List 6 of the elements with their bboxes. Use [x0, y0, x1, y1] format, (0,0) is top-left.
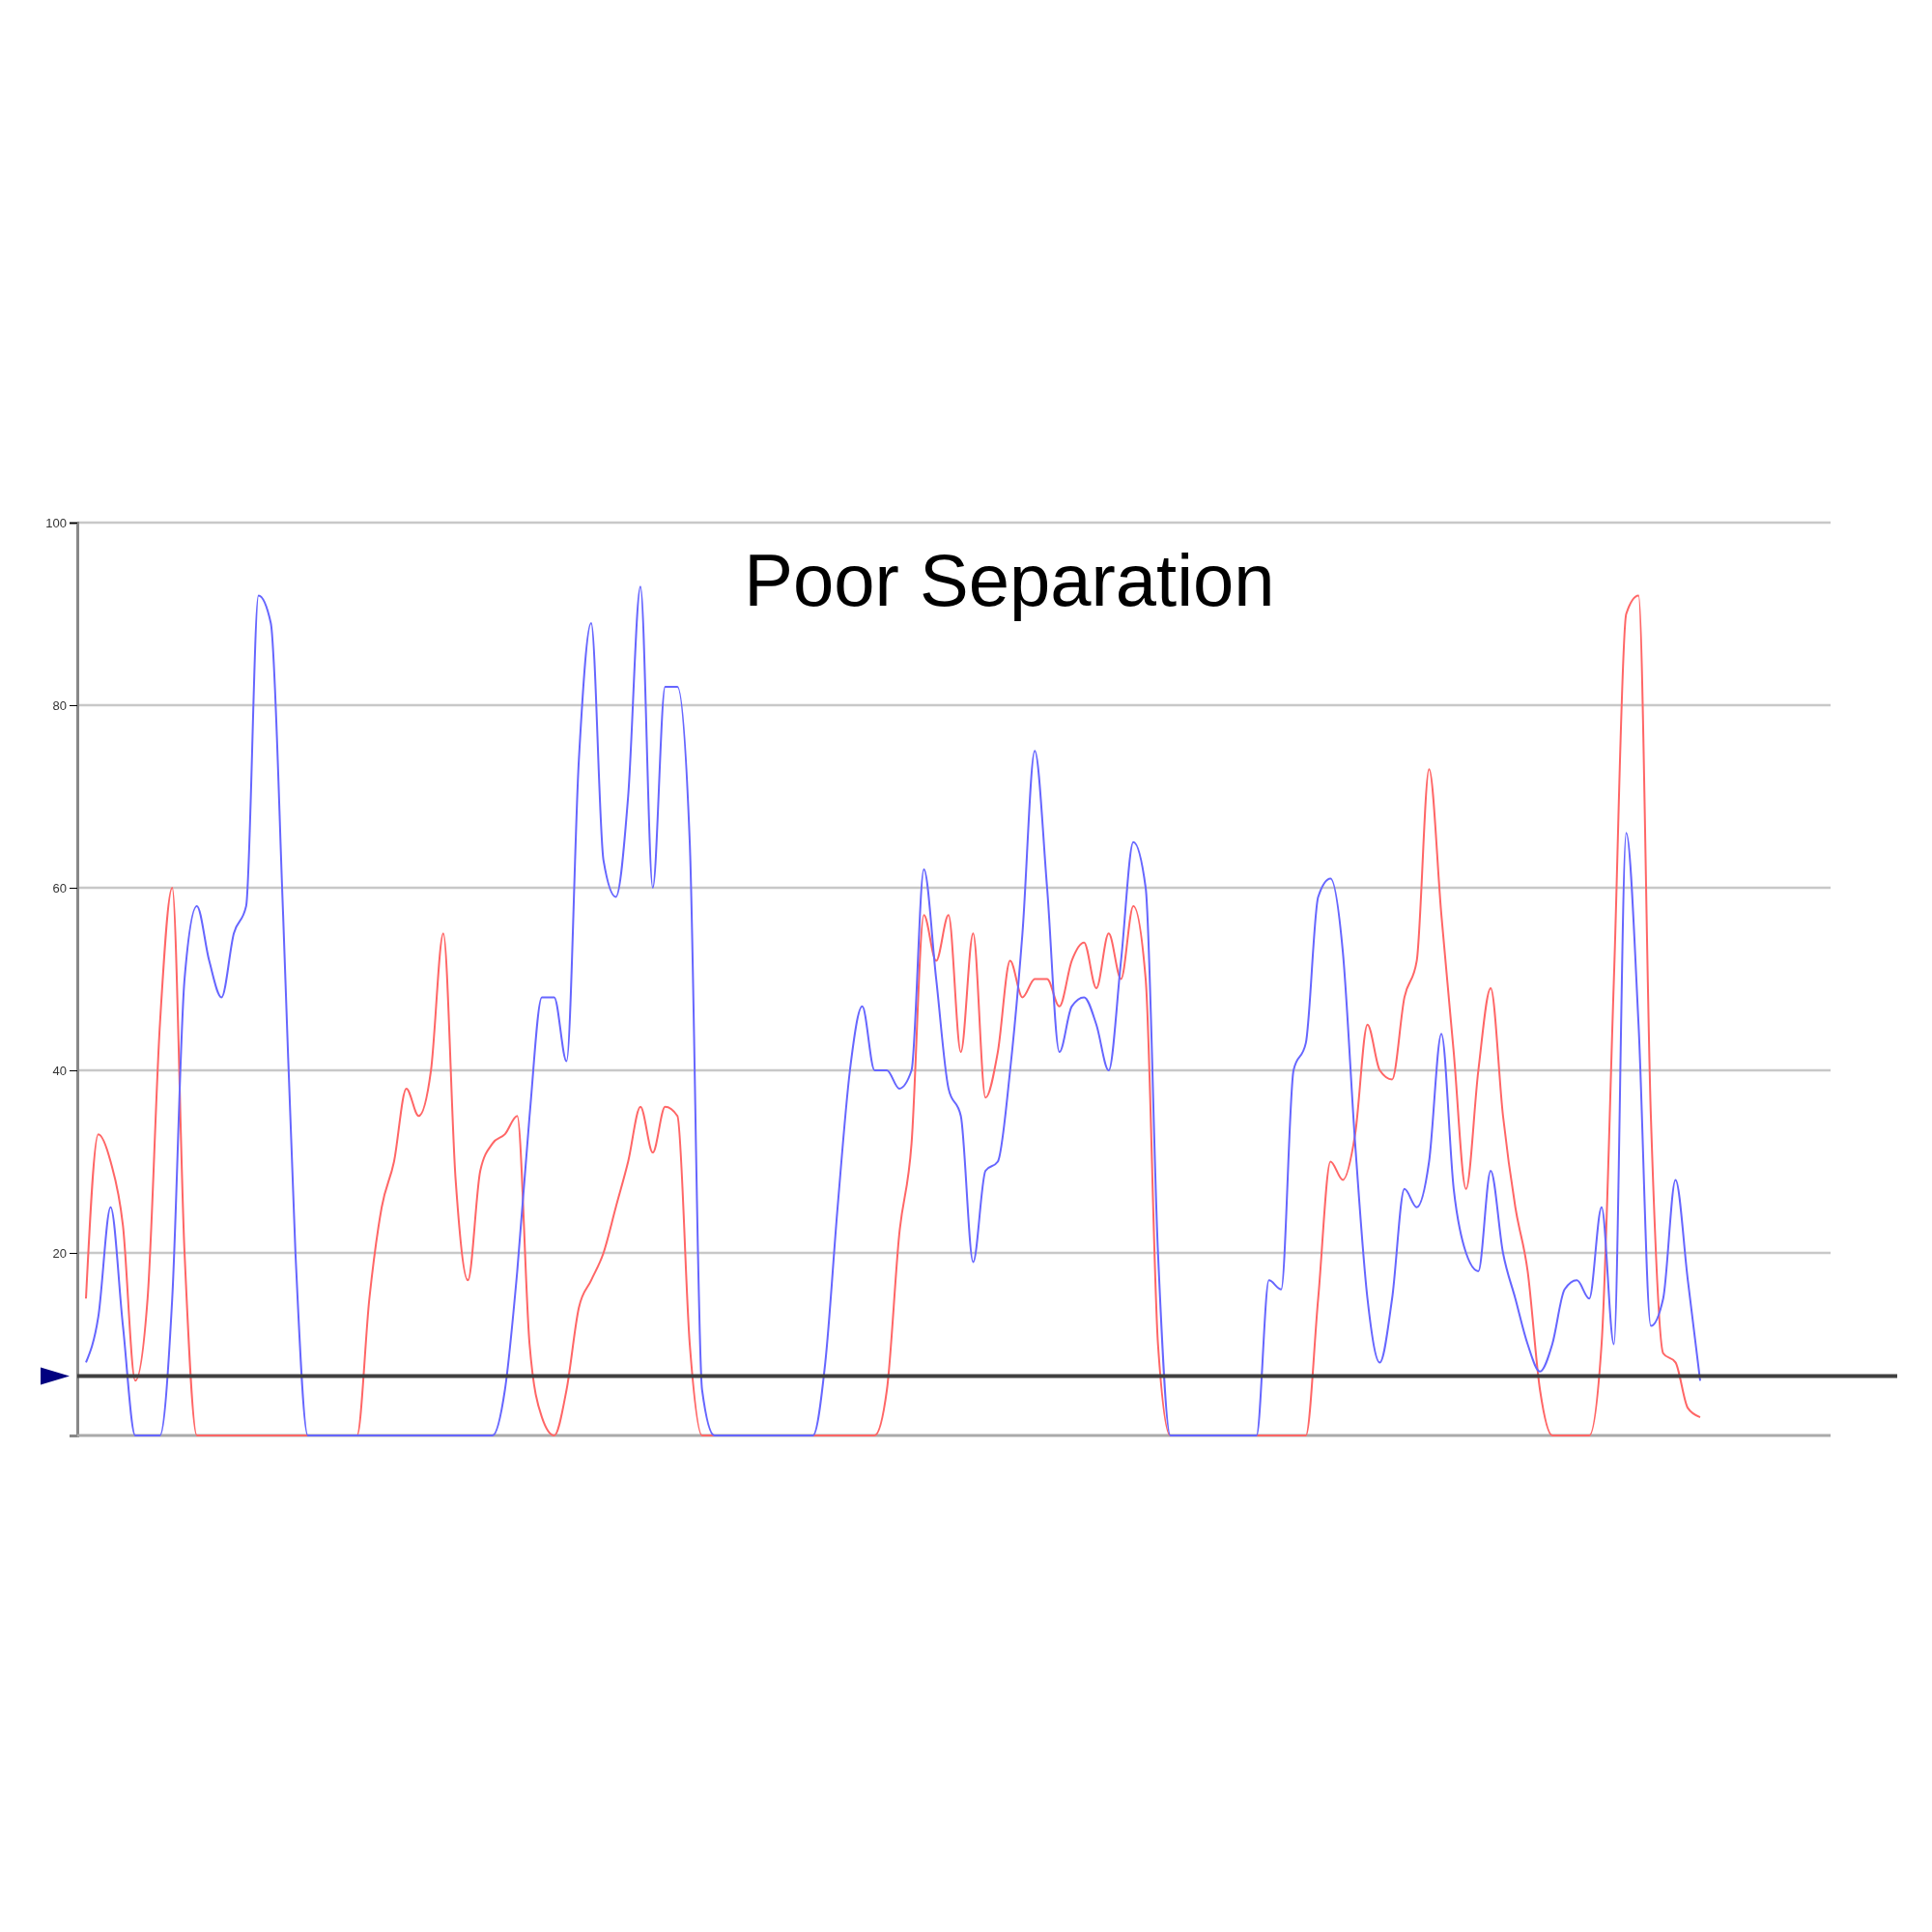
y-tick-label: 100	[45, 515, 67, 530]
chart-title: Poor Separation	[744, 539, 1275, 621]
y-tick-label: 60	[52, 880, 67, 895]
y-tick-label: 40	[52, 1063, 67, 1078]
y-tick-label: 20	[52, 1245, 67, 1261]
y-tick-label: 80	[52, 697, 67, 713]
